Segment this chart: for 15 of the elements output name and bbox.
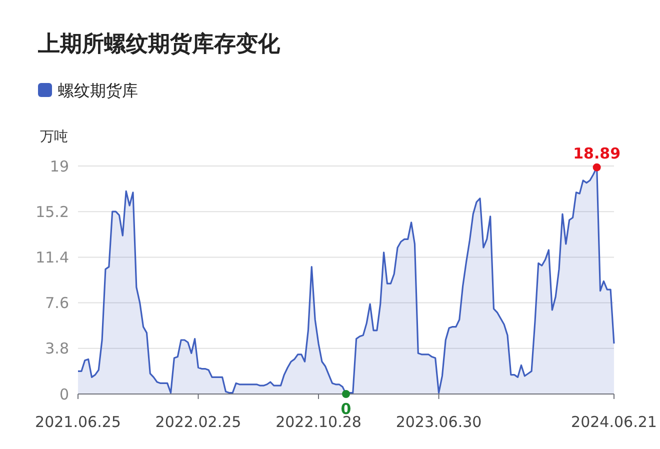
x-tick-label: 2022.10.28 — [276, 413, 362, 431]
annotation: 18.89 — [573, 144, 621, 162]
y-axis-title: 万吨 — [40, 129, 68, 145]
y-tick-label: 0 — [59, 385, 69, 404]
x-tick-label: 2022.02.25 — [155, 413, 242, 431]
legend-label: 螺纹期货库 — [58, 81, 138, 100]
y-tick-label: 15.2 — [36, 202, 69, 221]
y-tick-label: 7.6 — [45, 294, 69, 312]
x-tick-label: 2024.06.21 — [571, 413, 657, 431]
chart-title: 上期所螺纹期货库存变化 — [37, 31, 281, 57]
y-tick-label: 11.4 — [36, 248, 69, 266]
x-tick-label: 2021.06.25 — [35, 413, 121, 431]
y-tick-label: 19 — [50, 157, 69, 176]
x-tick-label: 2023.06.30 — [396, 413, 482, 431]
y-tick-label: 3.8 — [45, 340, 69, 358]
